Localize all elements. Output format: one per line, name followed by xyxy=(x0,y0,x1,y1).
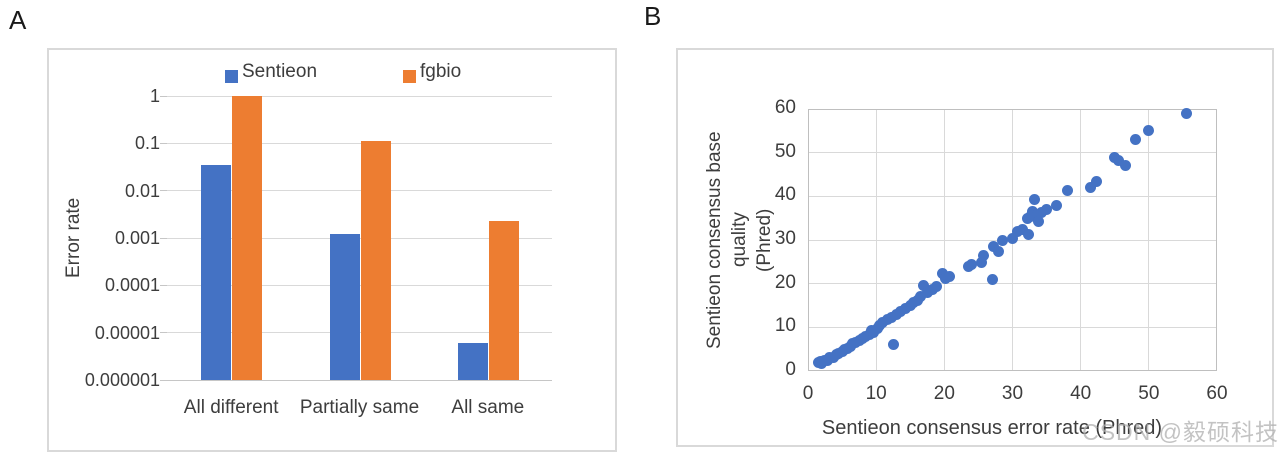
panel-label-b: B xyxy=(644,1,662,31)
scatter-point xyxy=(1143,125,1155,137)
gridline-y xyxy=(167,95,552,97)
y-tick-label: 10 xyxy=(774,315,796,337)
x-category-label: All same xyxy=(451,397,525,418)
scatter-point xyxy=(1032,216,1044,228)
scatter-point xyxy=(1180,107,1192,119)
scatter-point xyxy=(1051,199,1063,211)
scatter-point xyxy=(1041,203,1053,215)
x-tick-label: 50 xyxy=(1138,383,1160,404)
legend-swatch-sentieon xyxy=(225,70,238,83)
bar-plot-area: 1 0.1 0.01 0.001 0.0001 0.00001 0.000001 All di… xyxy=(49,50,615,450)
bar-fgbio-2 xyxy=(488,220,519,380)
y-tick-label: 30 xyxy=(774,228,796,249)
y-tick-label: 0.001 xyxy=(114,228,160,248)
gridline-y xyxy=(167,237,552,239)
y-tick-label: 20 xyxy=(774,271,796,293)
watermark: CSDN @毅硕科技 xyxy=(1082,419,1279,445)
scatter-plot-area: 0 10 20 30 40 50 60 0 10 20 30 40 50 60 xyxy=(678,50,1272,445)
scatter-point xyxy=(1085,182,1097,194)
y-tick-label: 1 xyxy=(149,86,160,106)
scatter-point xyxy=(1017,224,1029,236)
gridline-y xyxy=(167,284,552,286)
tick-mark-y xyxy=(160,237,167,239)
legend: Sentieon fgbio xyxy=(49,50,615,90)
scatter-point xyxy=(966,258,978,270)
scatter-point xyxy=(1120,160,1132,172)
plot-frame xyxy=(808,109,1217,371)
bar-chart-panel: Sentieon fgbio Error rate 1 0.1 0.01 0.001 0… xyxy=(47,48,617,452)
legend-label-sentieon: Sentieon xyxy=(242,61,318,82)
y-tick-label: 60 xyxy=(774,97,796,118)
legend-swatch-fgbio xyxy=(403,70,416,83)
y-tick-label: 0.01 xyxy=(124,180,160,201)
scatter-point xyxy=(993,246,1005,258)
gridline-y xyxy=(167,379,552,381)
scatter-point xyxy=(1129,134,1141,146)
scatter-point xyxy=(1023,229,1035,241)
scatter-point xyxy=(1007,233,1018,245)
y-tick-label: 0 xyxy=(785,359,796,380)
gridline-y xyxy=(808,195,1217,197)
y-tick-label: 0.00001 xyxy=(94,322,160,343)
y-tick-label: 0.1 xyxy=(134,133,160,154)
scatter-point xyxy=(1061,185,1073,197)
tick-mark-y xyxy=(160,379,167,381)
legend-label-fgbio: fgbio xyxy=(420,61,462,82)
x-tick-label: 60 xyxy=(1206,383,1228,404)
scatter-point xyxy=(1029,193,1041,205)
scatter-point xyxy=(986,273,998,285)
bar-sentieon-2 xyxy=(457,343,488,380)
x-tick-label: 40 xyxy=(1070,383,1092,404)
scatter-point xyxy=(930,280,942,292)
x-tick-label: 30 xyxy=(1001,383,1024,404)
tick-mark-y xyxy=(160,142,167,144)
gridline-y xyxy=(808,283,1217,285)
x-tick-label: 10 xyxy=(865,383,887,404)
x-category-label: All different xyxy=(183,397,279,418)
bar-sentieon-1 xyxy=(329,234,360,380)
scatter-chart-panel: Sentieon consensus base quality (Phred) … xyxy=(676,48,1274,447)
y-tick-label: 0.0001 xyxy=(104,275,160,296)
gridline-y xyxy=(808,326,1217,328)
x-tick-label: 20 xyxy=(933,383,955,404)
x-tick-label: 0 xyxy=(802,383,814,404)
scatter-point xyxy=(978,249,990,261)
bar-fgbio-1 xyxy=(360,141,391,380)
panel-label-a: A xyxy=(9,5,27,35)
gridline-y xyxy=(167,332,552,334)
scatter-point xyxy=(996,234,1008,246)
tick-mark-y xyxy=(160,332,167,334)
scatter-point xyxy=(975,256,987,268)
scatter-point xyxy=(914,291,926,303)
scatter-point xyxy=(918,280,930,292)
y-tick-label: 0.000001 xyxy=(84,370,160,390)
x-axis-title-error-rate: Sentieon consensus error rate (Phred) xyxy=(821,417,1163,439)
x-category-label: Partially same xyxy=(299,397,420,418)
scatter-point xyxy=(943,270,955,282)
tick-mark-y xyxy=(160,95,167,97)
y-tick-label: 50 xyxy=(774,140,796,162)
scatter-point xyxy=(887,339,899,351)
scatter-point xyxy=(1090,175,1102,187)
gridline-y xyxy=(167,142,552,144)
scatter-point xyxy=(1113,155,1125,167)
gridline-y xyxy=(167,190,552,192)
bar-fgbio-0 xyxy=(232,96,263,380)
tick-mark-y xyxy=(160,284,167,286)
gridline-y xyxy=(808,152,1217,154)
tick-mark-y xyxy=(160,190,167,192)
bar-sentieon-0 xyxy=(201,164,232,380)
y-tick-label: 40 xyxy=(774,184,796,206)
